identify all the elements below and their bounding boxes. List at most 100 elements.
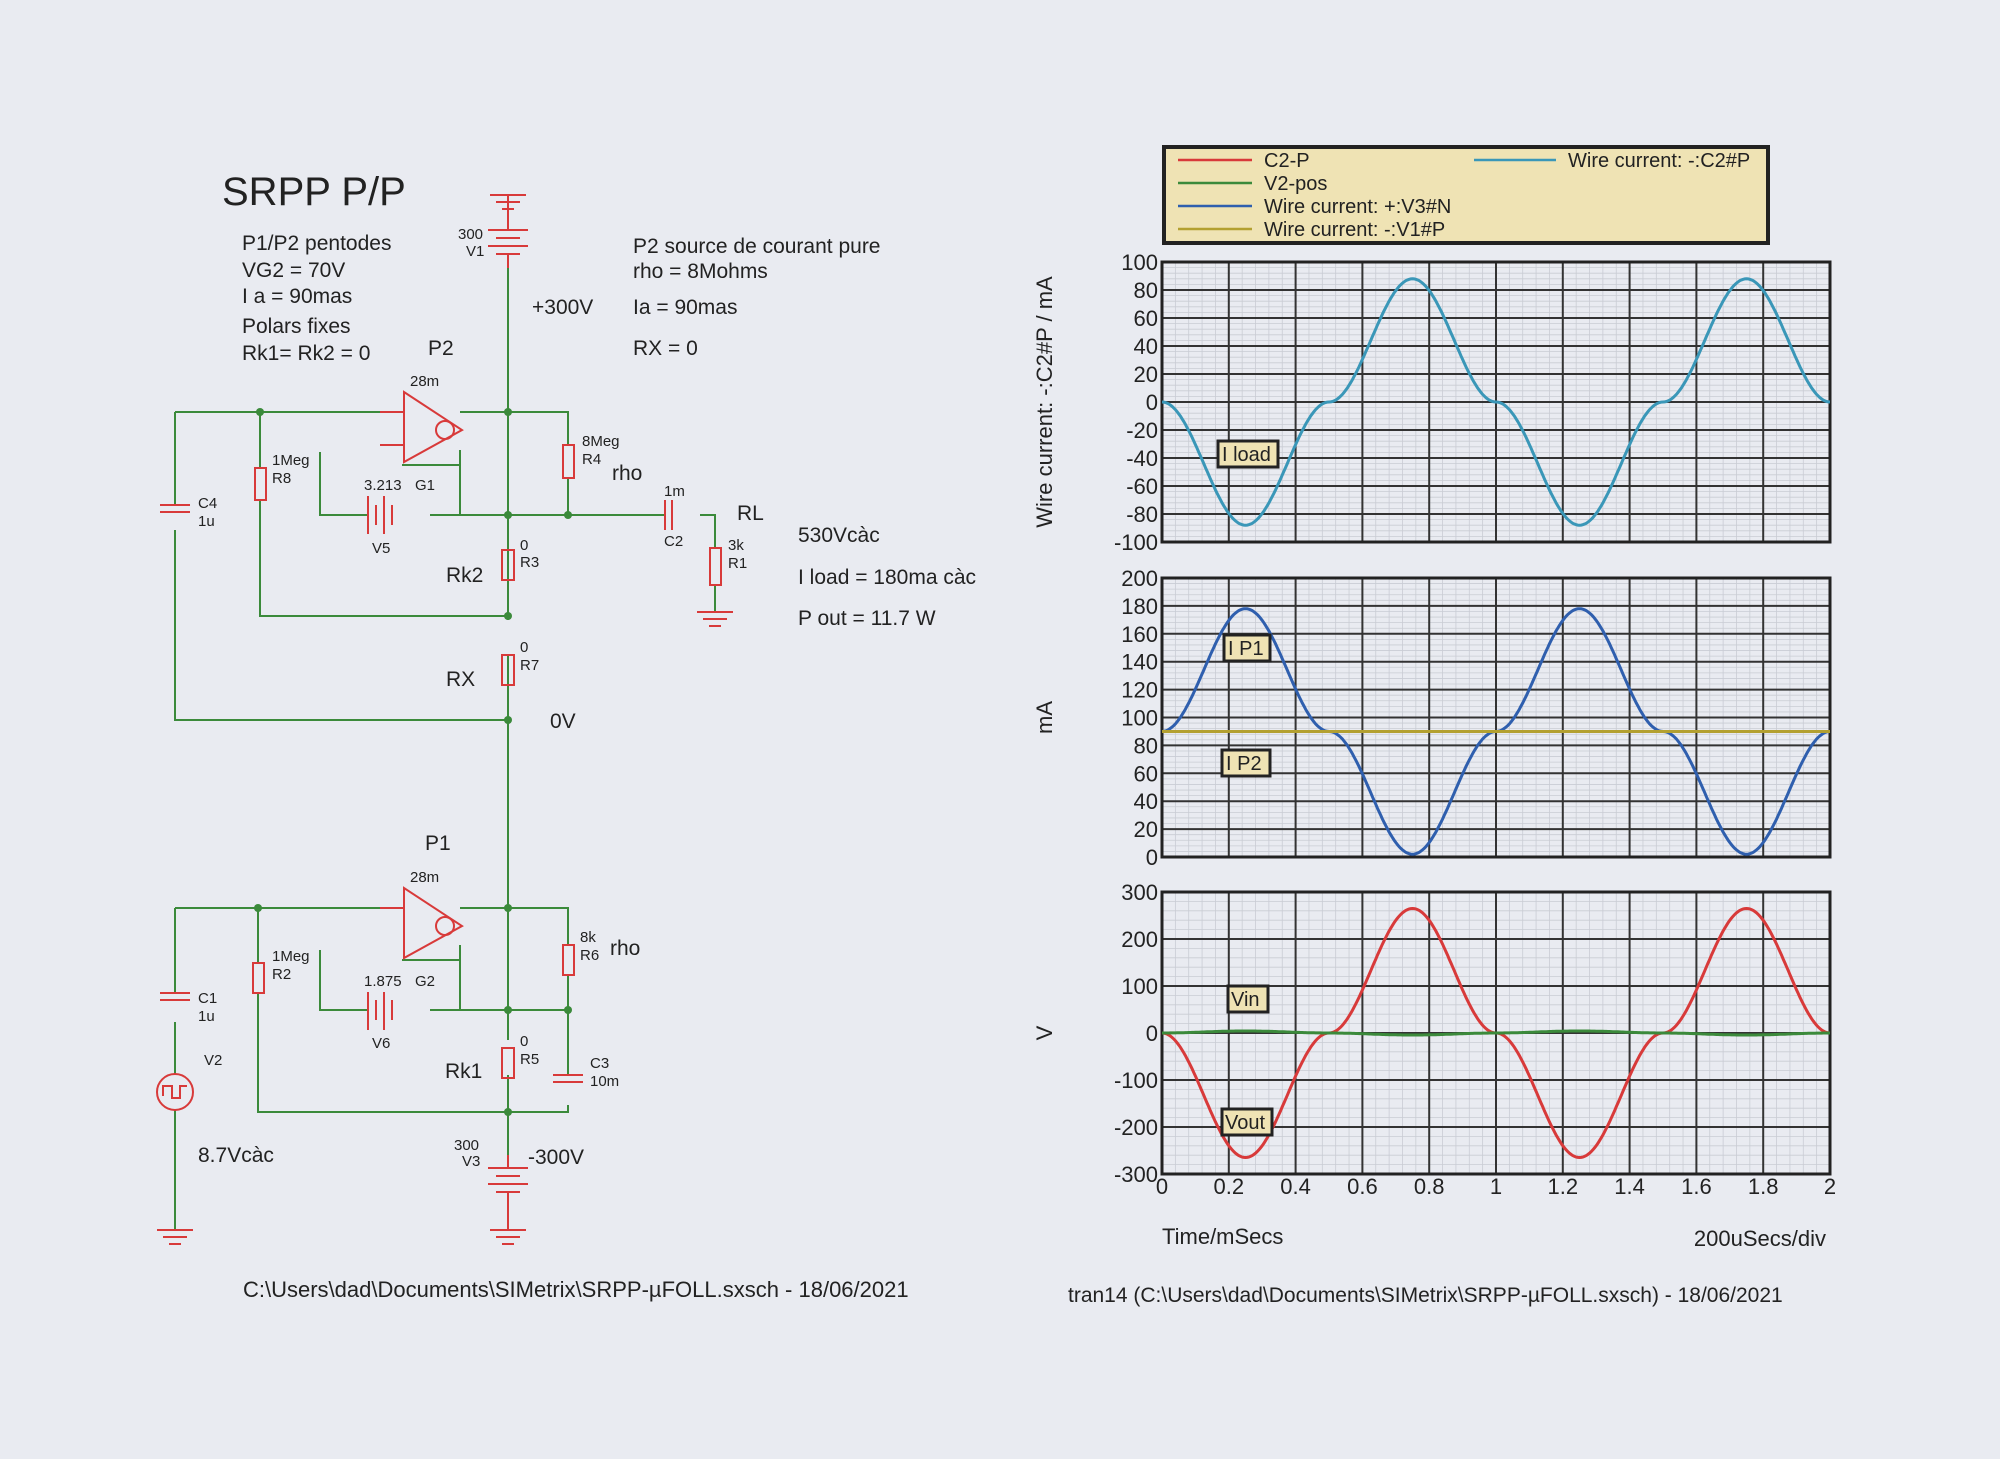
y-tick-label: 40 [1134,334,1158,359]
g1-amp [380,390,464,464]
label-p2: P2 [428,337,454,360]
y-tick-label: -20 [1126,418,1158,443]
label-r3: R3 [520,554,539,571]
y-axis-label: mA [1032,701,1057,734]
label-plus300: +300V [532,296,593,319]
components [156,194,733,1245]
label-r5-val: 0 [520,1033,528,1050]
label-0v: 0V [550,710,576,733]
schematic-title: SRPP P/P [222,170,406,214]
x-tick-label: 1.8 [1748,1174,1779,1199]
r7-resistor [501,654,515,686]
label-rk1: Rk1 [445,1060,482,1083]
label-r2-val: 1Meg [272,948,310,965]
x-tick-label: 0.6 [1347,1174,1378,1199]
label-c4-val: 1u [198,513,215,530]
label-c1-val: 1u [198,1008,215,1025]
label-r7: R7 [520,657,539,674]
label-v5-val: 3.213 [364,477,402,494]
y-tick-label: 60 [1134,761,1158,786]
series-3-2 [1162,1029,1830,1037]
y-tick-label: 100 [1121,250,1158,275]
label-v3-val: 300 [454,1137,479,1154]
y-tick-label: 120 [1121,678,1158,703]
y-tick-label: 0 [1146,1021,1158,1046]
label-r6: R6 [580,947,599,964]
label-vin-amp: 8.7Vcàc [198,1144,274,1167]
r4-resistor [562,444,575,479]
label-v3: V3 [462,1153,480,1170]
r3-resistor [501,549,515,581]
v2-source [156,1073,194,1111]
y-tick-label: 300 [1121,880,1158,905]
note-left-5: Rk1= Rk2 = 0 [242,342,370,365]
v5-battery [367,496,393,534]
y-tick-label: 40 [1134,789,1158,814]
y-tick-label: -80 [1126,502,1158,527]
x-tick-label: 0 [1156,1174,1168,1199]
label-r5: R5 [520,1051,539,1068]
x-tick-label: 1.4 [1614,1174,1645,1199]
label-rho1: rho [612,462,642,485]
c1-capacitor [160,992,190,1001]
schematic-footer: C:\Users\dad\Documents\SIMetrix\SRPP-µFO… [243,1277,909,1302]
note-right-2: rho = 8Mohms [633,260,768,283]
v3-battery [488,1155,528,1230]
chart-frame [1160,576,1832,859]
note-left-2: VG2 = 70V [242,259,345,282]
label-r3-val: 0 [520,537,528,554]
label-c3: C3 [590,1055,609,1072]
label-r1: R1 [728,555,747,572]
note-right-4: RX = 0 [633,337,698,360]
flag-iload-text: I load [1222,444,1271,466]
legend-c2p: C2-P [1264,150,1310,172]
flag-ip1-text: I P1 [1228,638,1264,660]
y-tick-label: 80 [1134,278,1158,303]
v6-battery [367,992,393,1030]
label-v5: V5 [372,540,390,557]
label-c1: C1 [198,990,217,1007]
flag-vout-text: Vout [1225,1112,1265,1134]
label-r1-val: 3k [728,537,744,554]
label-r8: R8 [272,470,291,487]
label-rk2: Rk2 [446,564,483,587]
flag-ip2: I P2 [1220,748,1272,778]
label-v1: V1 [466,243,484,260]
y-axis-label: Wire current: -:C2#P / mA [1032,276,1057,528]
label-g1: G1 [415,477,435,494]
r1-resistor [709,547,722,586]
ground-rl [697,611,733,627]
label-r2: R2 [272,966,291,983]
flag-vout: Vout [1220,1107,1274,1137]
label-g1-cap: 28m [410,373,439,390]
legend-v3n: Wire current: +:V3#N [1264,196,1451,218]
flag-ip2-text: I P2 [1226,753,1262,775]
label-v2: V2 [204,1052,222,1069]
note-load-1: 530Vcàc [798,524,880,547]
r2-resistor [252,962,265,994]
plot-area: C2-P V2-pos Wire current: +:V3#N Wire cu… [1032,145,1836,1307]
y-tick-label: 160 [1121,622,1158,647]
y-tick-label: 0 [1146,845,1158,870]
schematic: SRPP P/P P1/P2 pentodes VG2 = 70V I a = … [156,170,976,1302]
wires [174,268,716,1230]
label-g2: G2 [415,973,435,990]
y-tick-label: -60 [1126,474,1158,499]
note-left-4: Polars fixes [242,315,351,338]
legend-v1p: Wire current: -:V1#P [1264,219,1445,241]
flag-vin-text: Vin [1231,989,1260,1011]
x-tick-label: 0.4 [1280,1174,1311,1199]
label-c3-val: 10m [590,1073,619,1090]
y-tick-label: 140 [1121,650,1158,675]
note-right-3: Ia = 90mas [633,296,737,319]
ground-top [490,194,526,210]
x-tick-label: 2 [1824,1174,1836,1199]
label-p1: P1 [425,832,451,855]
y-axis-label: V [1032,1025,1057,1040]
label-rl: RL [737,502,764,525]
label-v6: V6 [372,1035,390,1052]
y-tick-label: -100 [1114,530,1158,555]
label-rho2: rho [610,937,640,960]
